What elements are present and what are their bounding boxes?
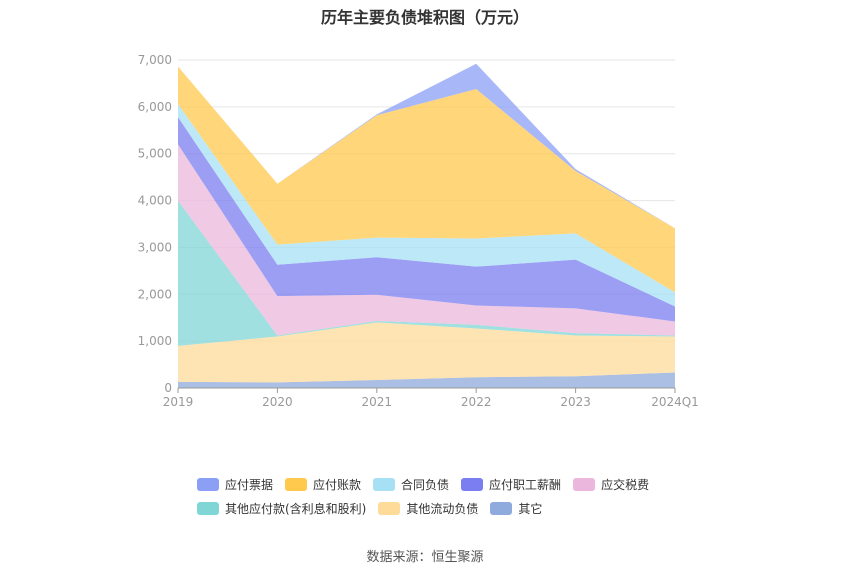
- legend-label: 应付票据: [225, 477, 274, 492]
- axes: 0 1,000 2,000 3,000 4,000 5,000 6,000 7,000 2019…: [138, 53, 699, 409]
- area-series-应交税费: [178, 144, 675, 336]
- x-tick-label: 2019: [163, 395, 194, 409]
- legend-swatch: [378, 501, 401, 515]
- area-series-应付票据: [178, 63, 675, 229]
- y-tick-label: 3,000: [138, 240, 172, 254]
- legend-item[interactable]: 应付票据: [197, 476, 273, 493]
- area-series-合同负债: [178, 104, 675, 307]
- data-source: 数据来源：恒生聚源: [366, 550, 484, 565]
- legend-label: 应付账款: [313, 477, 362, 492]
- y-tick-label: 1,000: [138, 334, 172, 348]
- area-series-应付职工薪酬: [178, 117, 675, 322]
- legend-label: 应付职工薪酬: [489, 477, 562, 492]
- legend-item[interactable]: 合同负债: [373, 476, 449, 493]
- legend-item[interactable]: 其它: [490, 500, 542, 517]
- area-series-其它: [178, 372, 675, 388]
- area-series-应付账款: [178, 66, 675, 293]
- legend-item[interactable]: 其他应付款(含利息和股利): [197, 500, 366, 517]
- area-series-其他应付款(含利息和股利): [178, 200, 675, 346]
- y-tick-label: 0: [164, 381, 172, 395]
- legend-item[interactable]: 其他流动负债: [378, 500, 478, 517]
- x-tick-label: 2022: [461, 395, 492, 409]
- legend-swatch: [461, 477, 484, 491]
- legend: 应付票据 应付账款 合同负债 应付职工薪酬 应交税费其他应付款(含利息和股利) 其他流动负…: [197, 472, 697, 520]
- legend-item[interactable]: 应付账款: [285, 476, 361, 493]
- legend-label: 应交税费: [601, 477, 650, 492]
- legend-row: 其他应付款(含利息和股利) 其他流动负债 其它: [197, 496, 697, 520]
- stacked-area-chart: 0 1,000 2,000 3,000 4,000 5,000 6,000 7,000 2019…: [138, 53, 699, 409]
- legend-row: 应付票据 应付账款 合同负债 应付职工薪酬 应交税费: [197, 472, 697, 496]
- x-tick-label: 2023: [560, 395, 591, 409]
- area-series-其他流动负债: [178, 322, 675, 383]
- legend-swatch: [490, 501, 513, 515]
- legend-swatch: [285, 477, 308, 491]
- legend-label: 其它: [518, 501, 543, 516]
- y-tick-label: 7,000: [138, 53, 172, 67]
- legend-swatch: [197, 477, 219, 491]
- legend-label: 其他应付款(含利息和股利): [225, 501, 367, 516]
- legend-label: 合同负债: [401, 477, 450, 492]
- legend-item[interactable]: 应交税费: [573, 476, 649, 493]
- y-tick-label: 2,000: [138, 287, 172, 301]
- legend-swatch: [197, 501, 219, 515]
- legend-item[interactable]: 应付职工薪酬: [461, 476, 561, 493]
- x-tick-label: 2020: [262, 395, 293, 409]
- y-tick-label: 4,000: [138, 194, 172, 208]
- area-series-layer: [178, 63, 675, 388]
- y-tick-label: 6,000: [138, 100, 172, 114]
- chart-title: 历年主要负债堆积图（万元）: [320, 8, 529, 27]
- x-tick-label: 2024Q1: [651, 395, 699, 409]
- legend-swatch: [373, 477, 396, 491]
- x-tick-label: 2021: [362, 395, 393, 409]
- y-tick-label: 5,000: [138, 147, 172, 161]
- legend-label: 其他流动负债: [406, 501, 479, 516]
- legend-swatch: [573, 477, 596, 491]
